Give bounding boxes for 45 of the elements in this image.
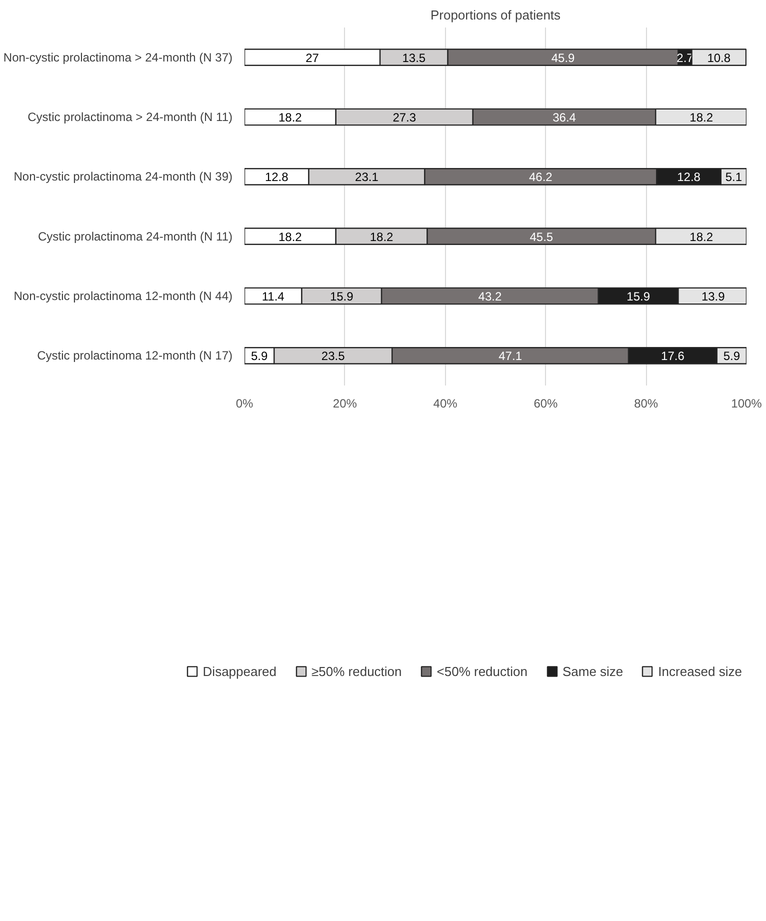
x-tick-label: 80%	[634, 396, 658, 410]
data-label: 23.1	[355, 170, 379, 184]
data-label: 43.2	[478, 290, 502, 304]
data-label: 47.1	[498, 349, 522, 364]
x-tick-label: 100%	[731, 396, 762, 410]
data-label: 5.1	[725, 170, 742, 184]
data-label: 18.2	[278, 230, 302, 244]
legend-label: Same size	[562, 664, 624, 678]
y-tick-label: Non-cystic prolactinoma 24-month (N 39)	[14, 170, 233, 184]
x-tick-label: 40%	[433, 396, 458, 410]
legend-label: <50% reduction	[436, 664, 528, 678]
data-label: 27.3	[392, 110, 416, 124]
y-tick-label: Cystic prolactinoma 24-month (N 11)	[38, 229, 233, 244]
data-label: 18.2	[690, 230, 714, 244]
chart-title: Proportions of patients	[430, 8, 562, 22]
data-label: 5.9	[723, 349, 740, 364]
data-label: 5.9	[250, 349, 268, 364]
data-label: 15.9	[330, 290, 354, 304]
data-label: 23.5	[321, 349, 346, 364]
data-label: 18.2	[690, 110, 714, 124]
legend-label: Increased size	[658, 664, 742, 678]
data-label: 45.9	[551, 50, 576, 65]
x-tick-label: 20%	[332, 396, 358, 410]
data-label: 18.2	[370, 230, 394, 244]
data-label: 13.5	[402, 50, 426, 65]
data-label: 36.4	[552, 110, 576, 124]
legend-label: ≥50% reduction	[312, 664, 402, 678]
x-tick-label: 60%	[534, 396, 558, 410]
data-label: 10.8	[707, 50, 731, 65]
data-label: 12.8	[264, 170, 289, 184]
data-label: 18.2	[278, 110, 302, 124]
y-tick-label: Non-cystic prolactinoma > 24-month (N 37)	[3, 50, 233, 64]
y-tick-label: Cystic prolactinoma 12-month (N 17)	[37, 348, 233, 363]
data-label: 11.4	[262, 290, 285, 304]
data-label: 45.5	[530, 230, 554, 244]
data-label: 46.2	[529, 170, 553, 184]
x-tick-label: 0%	[236, 396, 254, 410]
data-label: 17.6	[661, 349, 685, 364]
legend-label: Disappeared	[202, 664, 277, 678]
y-tick-label: Non-cystic prolactinoma 12-month (N 44)	[14, 289, 233, 303]
data-label: 12.8	[677, 170, 701, 184]
data-label: 15.9	[626, 290, 650, 304]
y-tick-label: Cystic prolactinoma > 24-month (N 11)	[28, 110, 233, 124]
data-label: 27	[306, 50, 320, 65]
data-label: 13.9	[701, 290, 726, 304]
